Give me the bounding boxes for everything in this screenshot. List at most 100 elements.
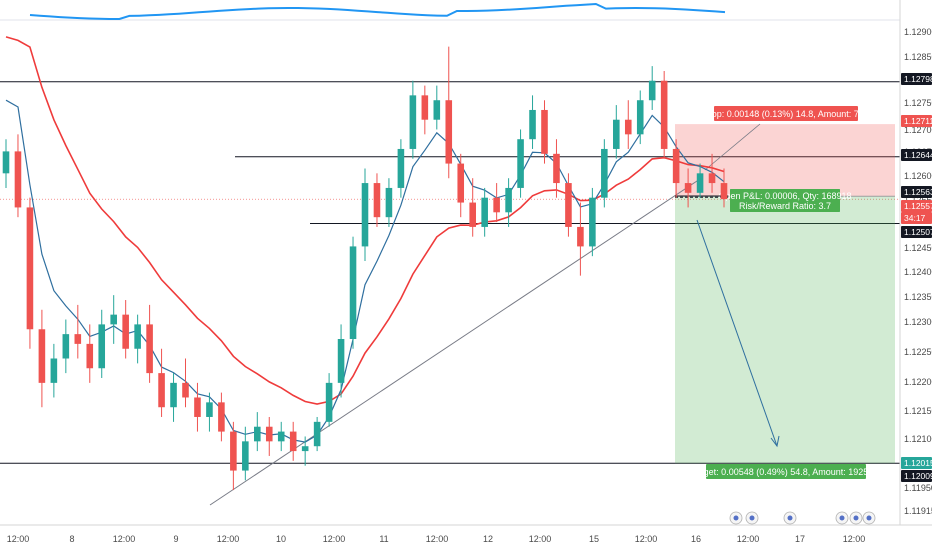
candle-body xyxy=(254,426,261,442)
candle-body xyxy=(720,183,728,200)
candle-body xyxy=(38,329,46,383)
flag-dot-icon xyxy=(853,515,859,521)
price-badge-label: 1.12644 xyxy=(904,150,932,160)
price-badge-label: 1.12711 xyxy=(904,116,932,126)
candle-body xyxy=(469,202,476,227)
time-tick-label: 11 xyxy=(379,534,388,544)
flag-dot-icon xyxy=(749,515,755,521)
ascending-trendline xyxy=(209,178,701,506)
time-tick-label: 12:00 xyxy=(113,534,136,544)
candle-body xyxy=(218,402,225,432)
candle-body xyxy=(230,431,237,471)
price-axis[interactable]: 1.129001.128501.127501.127001.126501.126… xyxy=(899,0,932,550)
price-badge xyxy=(901,457,932,469)
price-tick-label: 1.12200 xyxy=(904,377,932,387)
candle-body xyxy=(457,163,465,203)
candle-body xyxy=(481,197,488,227)
candle-body xyxy=(433,100,441,120)
stop-label-box xyxy=(714,106,858,121)
candle-body xyxy=(361,183,369,247)
candle-body xyxy=(50,358,58,383)
time-tick-label: 12:00 xyxy=(635,534,658,544)
candle-body xyxy=(277,431,285,442)
pnl-label-box-fill xyxy=(730,189,840,212)
candle-body xyxy=(86,343,94,369)
time-tick-label: 12:00 xyxy=(217,534,240,544)
candle-body xyxy=(146,324,153,374)
time-tick-label: 12:00 xyxy=(323,534,346,544)
candle-body xyxy=(62,334,70,359)
projection-line xyxy=(704,123,761,171)
target-arrow-head xyxy=(770,435,780,448)
candle-body xyxy=(110,314,117,325)
candle-body xyxy=(337,339,345,383)
candle-body xyxy=(206,402,213,417)
candle-body xyxy=(708,173,716,184)
candle-body xyxy=(158,373,165,408)
flag-dot-icon xyxy=(839,515,845,521)
price-badge-label: 1.12798 xyxy=(904,74,932,84)
stop-label: Stop: 0.00148 (0.13%) 14.8, Amount: 750 xyxy=(703,109,869,119)
event-icons xyxy=(729,511,876,525)
candle-body xyxy=(636,100,644,135)
price-tick-label: 1.12400 xyxy=(904,267,932,277)
candle-body xyxy=(134,324,141,349)
candle-body xyxy=(553,153,560,184)
horizontal-levels xyxy=(0,81,900,464)
time-tick-label: 12:00 xyxy=(843,534,866,544)
time-tick-label: 12 xyxy=(483,534,493,544)
price-tick-label: 1.12850 xyxy=(904,52,932,62)
candle-body xyxy=(182,382,189,398)
price-badge xyxy=(901,200,932,212)
price-tick-label: 1.12450 xyxy=(904,243,932,253)
price-tick-label: 1.12250 xyxy=(904,347,932,357)
price-badge xyxy=(901,115,932,127)
time-tick-label: 15 xyxy=(589,534,599,544)
candle-body xyxy=(122,314,129,349)
candle-body xyxy=(421,95,429,120)
flag-dot-icon xyxy=(787,515,793,521)
time-tick-label: 12:00 xyxy=(426,534,449,544)
candle-body xyxy=(648,80,656,101)
candle-body xyxy=(265,426,273,442)
price-badge-label: 1.12009 xyxy=(904,471,932,481)
price-badge-label: 1.12507 xyxy=(904,227,932,237)
time-tick-label: 16 xyxy=(691,534,701,544)
candle-body xyxy=(684,183,692,193)
candle-body xyxy=(349,246,357,340)
price-tick-label: 1.12600 xyxy=(904,171,932,181)
candle-body xyxy=(14,151,22,208)
candle-body xyxy=(660,80,668,149)
candle-body xyxy=(613,119,620,149)
time-axis[interactable]: 12:00 8 12:00 9 12:00 10 12:00 11 12:00 12 12:00 15… xyxy=(0,524,932,544)
candle-body xyxy=(301,446,309,452)
candle-body xyxy=(170,382,177,408)
candle-body xyxy=(397,148,405,188)
candle-body xyxy=(385,187,393,218)
time-tick-label: 17 xyxy=(795,534,805,544)
candle-body xyxy=(325,382,333,422)
candle-body xyxy=(505,187,512,213)
target-label-box xyxy=(706,464,866,479)
candle-body xyxy=(242,441,249,471)
candle-body xyxy=(373,183,381,218)
oscillator-pane: 0.00000 xyxy=(0,2,932,21)
stop-zone xyxy=(675,124,895,197)
price-tick-label: 1.12750 xyxy=(904,98,932,108)
price-badge xyxy=(901,226,932,238)
time-tick-label: 9 xyxy=(173,534,178,544)
short-position-tool[interactable]: Stop: 0.00148 (0.13%) 14.8, Amount: 750 O… xyxy=(675,106,895,479)
risk-reward-label: Risk/Reward Ratio: 3.7 xyxy=(739,201,831,211)
candle-body xyxy=(2,151,10,174)
candle-body xyxy=(26,207,34,330)
candle-body xyxy=(565,183,572,227)
price-tick-label: 1.12300 xyxy=(904,317,932,327)
candle-body xyxy=(313,421,321,447)
price-badge-label: 1.12557 xyxy=(904,201,932,211)
price-tick-label: 1.11950 xyxy=(904,483,932,493)
price-badge-label: 1.12015 xyxy=(904,458,932,468)
candle-body xyxy=(493,197,500,213)
price-badge xyxy=(901,470,932,482)
price-badge xyxy=(901,73,932,85)
